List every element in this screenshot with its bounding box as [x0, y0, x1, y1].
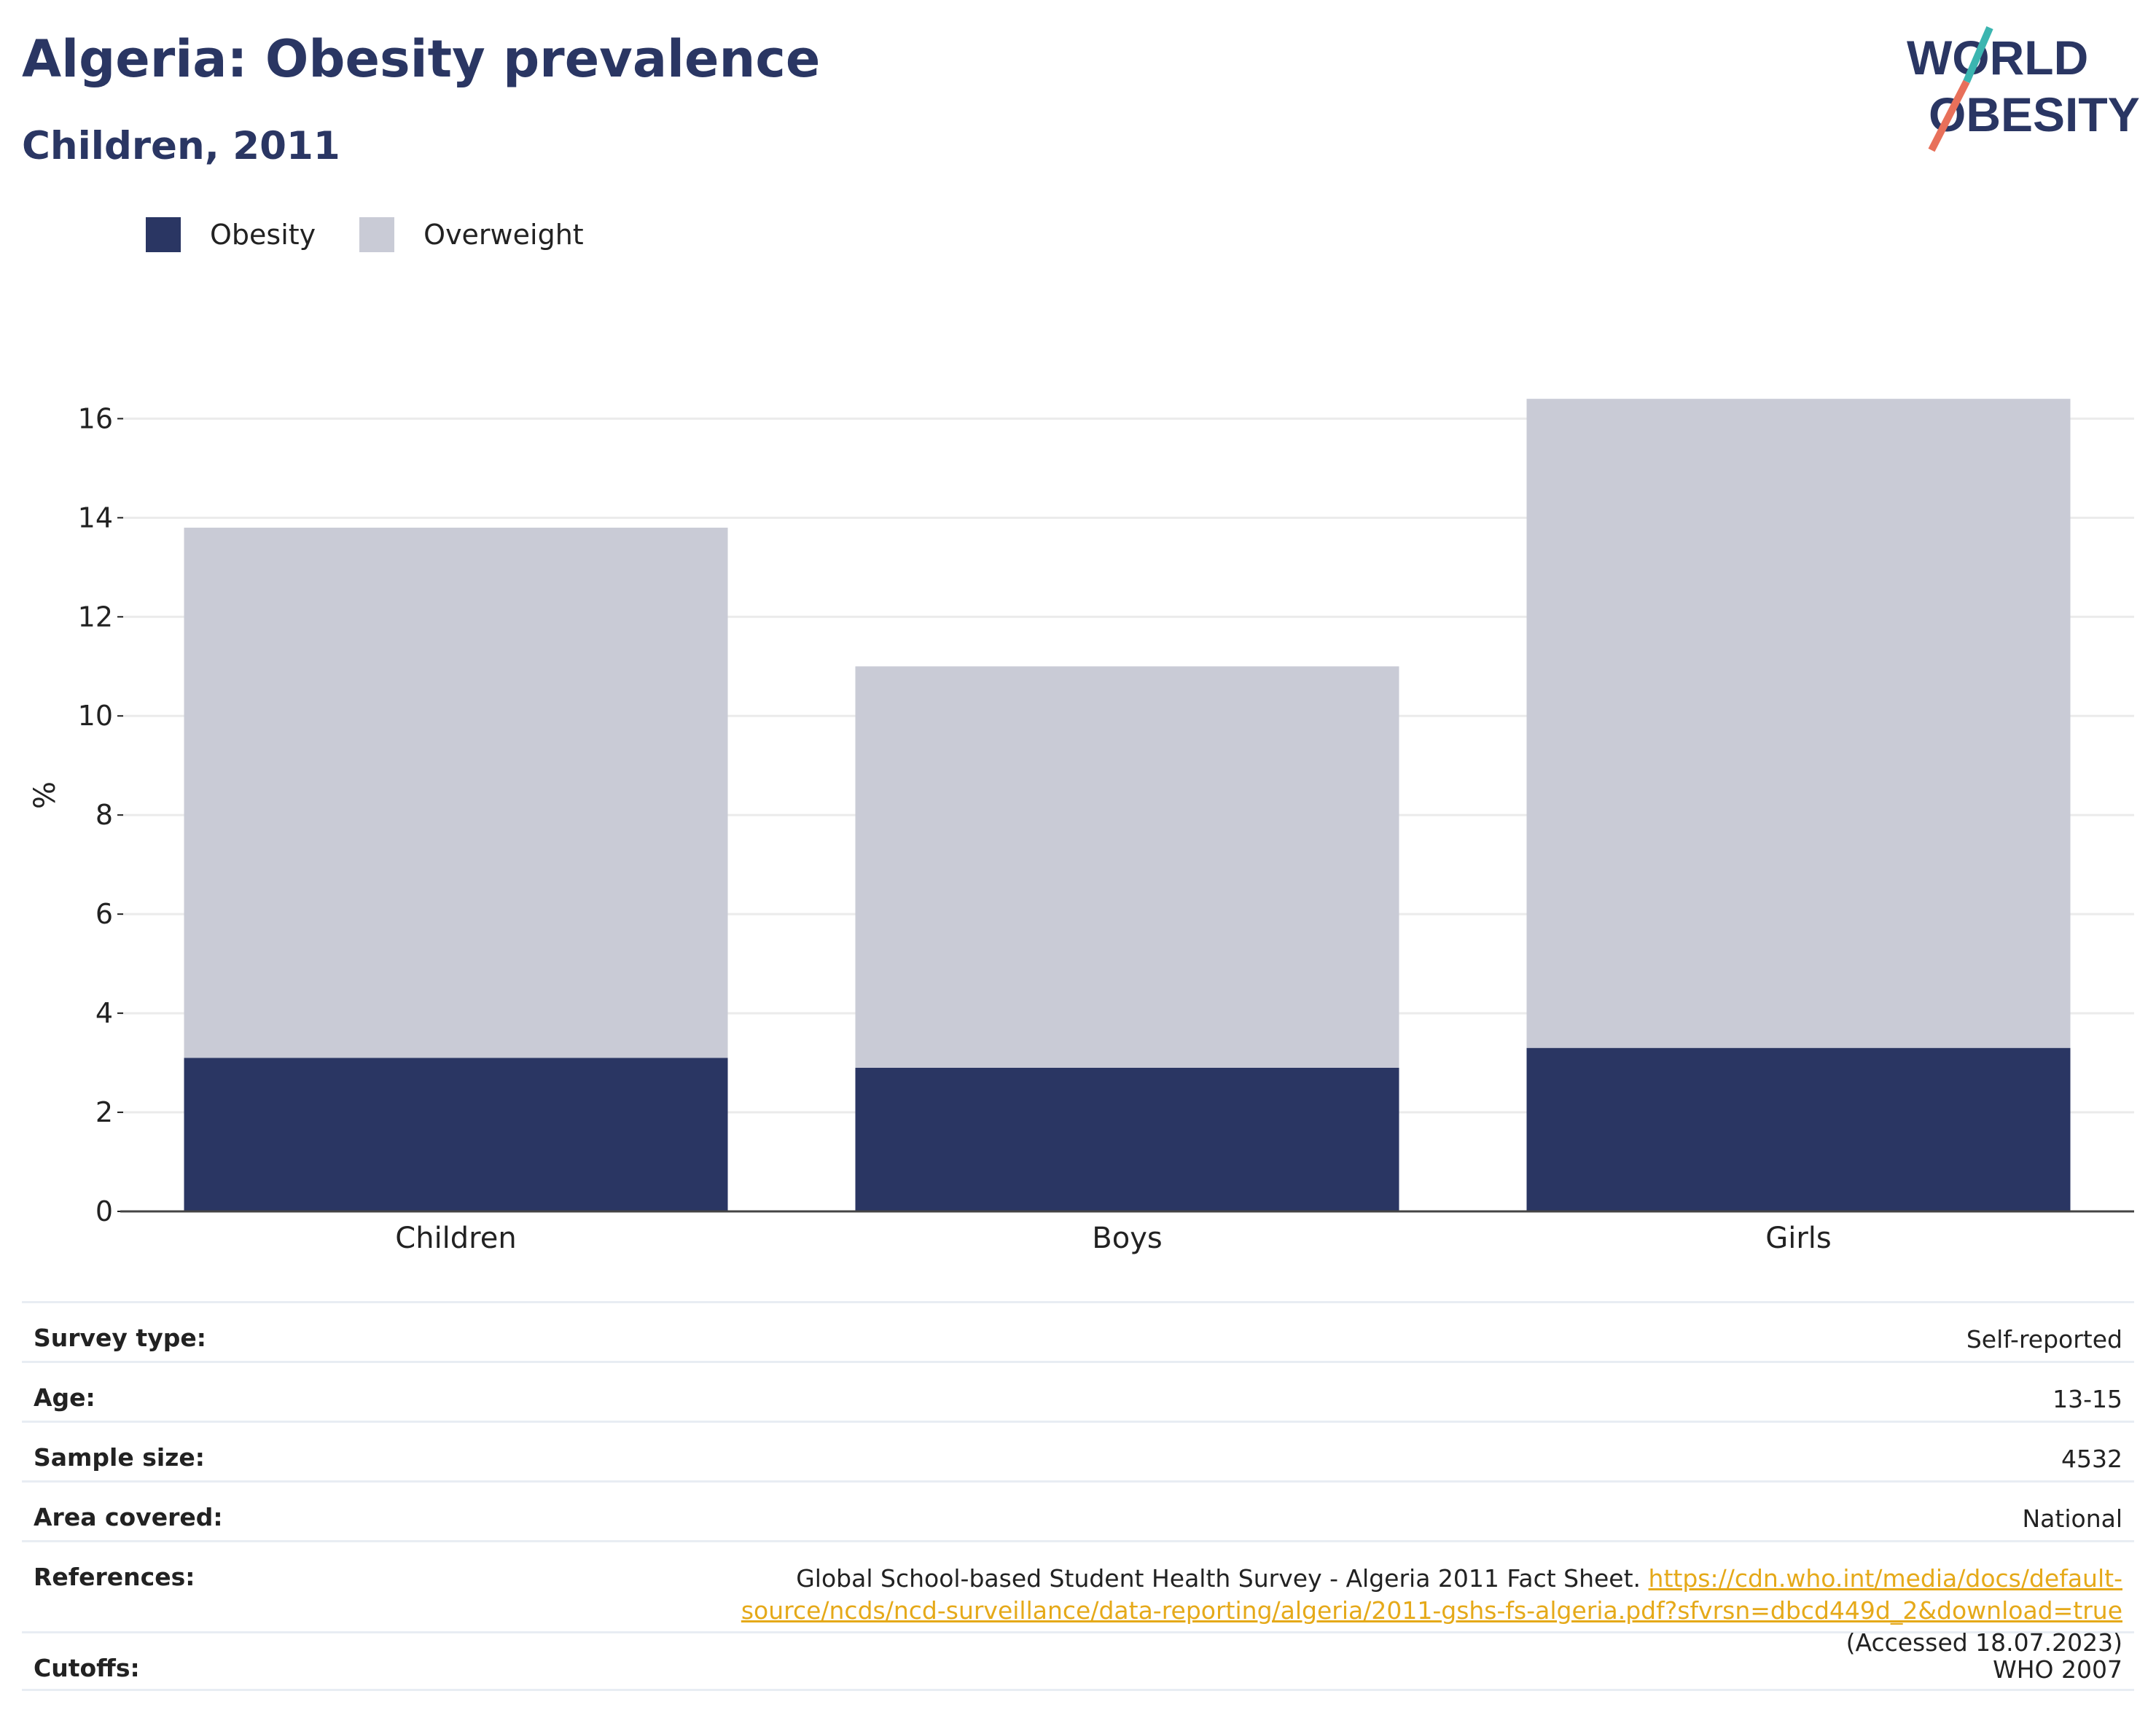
legend-item-overweight[interactable]: Overweight [359, 217, 584, 252]
chart-legend: Obesity Overweight [146, 217, 628, 252]
y-tick-label: 12 [78, 601, 113, 633]
meta-value: National [2022, 1504, 2122, 1533]
meta-row-age: Age: 13-15 [22, 1361, 2134, 1421]
meta-value: 13-15 [2053, 1385, 2122, 1413]
y-tick-label: 2 [95, 1096, 113, 1128]
survey-metadata-table: Survey type: Self-reported Age: 13-15 Sa… [22, 1301, 2134, 1691]
world-obesity-logo: WORLD OBESITY [1907, 26, 2140, 152]
page-subtitle: Children, 2011 [22, 124, 340, 168]
meta-label: Survey type: [34, 1324, 206, 1352]
logo-line1: WORLD [1907, 31, 2088, 85]
x-tick-label: Children [395, 1222, 516, 1255]
meta-label: Age: [34, 1383, 95, 1412]
x-tick-label: Girls [1765, 1222, 1832, 1255]
x-tick-label: Boys [1092, 1222, 1162, 1255]
y-tick-label: 6 [95, 898, 113, 930]
bar-overweight-children [184, 527, 728, 1058]
meta-label: Area covered: [34, 1503, 223, 1531]
meta-value: Global School-based Student Health Surve… [621, 1542, 2122, 1657]
y-tick-label: 4 [95, 997, 113, 1029]
legend-label-overweight: Overweight [423, 219, 584, 251]
meta-label: Sample size: [34, 1443, 205, 1472]
y-tick-label: 10 [78, 700, 113, 732]
y-tick-label: 14 [78, 501, 113, 534]
reference-link[interactable]: https://cdn.who.int/media/docs/default-s… [741, 1564, 2122, 1625]
meta-label: Cutoffs: [34, 1654, 140, 1682]
y-tick-label: 8 [95, 799, 113, 831]
meta-row-sample-size: Sample size: 4532 [22, 1421, 2134, 1480]
logo-slash-teal [1963, 26, 1993, 83]
legend-swatch-obesity [146, 217, 181, 252]
logo-line2: OBESITY [1929, 87, 2140, 141]
legend-item-obesity[interactable]: Obesity [146, 217, 316, 252]
bar-overweight-girls [1526, 399, 2071, 1048]
meta-row-survey-type: Survey type: Self-reported [22, 1301, 2134, 1361]
y-tick-label: 0 [95, 1195, 113, 1227]
reference-accessed: (Accessed 18.07.2023) [1846, 1628, 2122, 1657]
meta-value: 4532 [2061, 1445, 2122, 1473]
legend-label-obesity: Obesity [210, 219, 316, 251]
meta-row-references: References: Global School-based Student … [22, 1540, 2134, 1657]
legend-swatch-overweight [359, 217, 395, 252]
y-tick-label: 16 [78, 402, 113, 434]
meta-row-area-covered: Area covered: National [22, 1480, 2134, 1540]
reference-text: Global School-based Student Health Surve… [796, 1564, 1641, 1593]
y-axis-label: % [28, 781, 62, 809]
page-title: Algeria: Obesity prevalence [22, 29, 821, 89]
bar-chart: 0 2 4 6 8 10 12 14 16% Children Boys Girls [28, 399, 2134, 1255]
bar-obesity-children [184, 1058, 728, 1211]
bar-obesity-boys [855, 1067, 1399, 1211]
logo-slash-coral [1928, 79, 1970, 152]
meta-value: WHO 2007 [1993, 1655, 2122, 1684]
bar-obesity-girls [1526, 1047, 2071, 1211]
meta-row-cutoffs: Cutoffs: WHO 2007 [22, 1631, 2134, 1691]
meta-label: References: [34, 1563, 195, 1591]
bar-overweight-boys [855, 666, 1399, 1068]
meta-value: Self-reported [1966, 1325, 2122, 1354]
